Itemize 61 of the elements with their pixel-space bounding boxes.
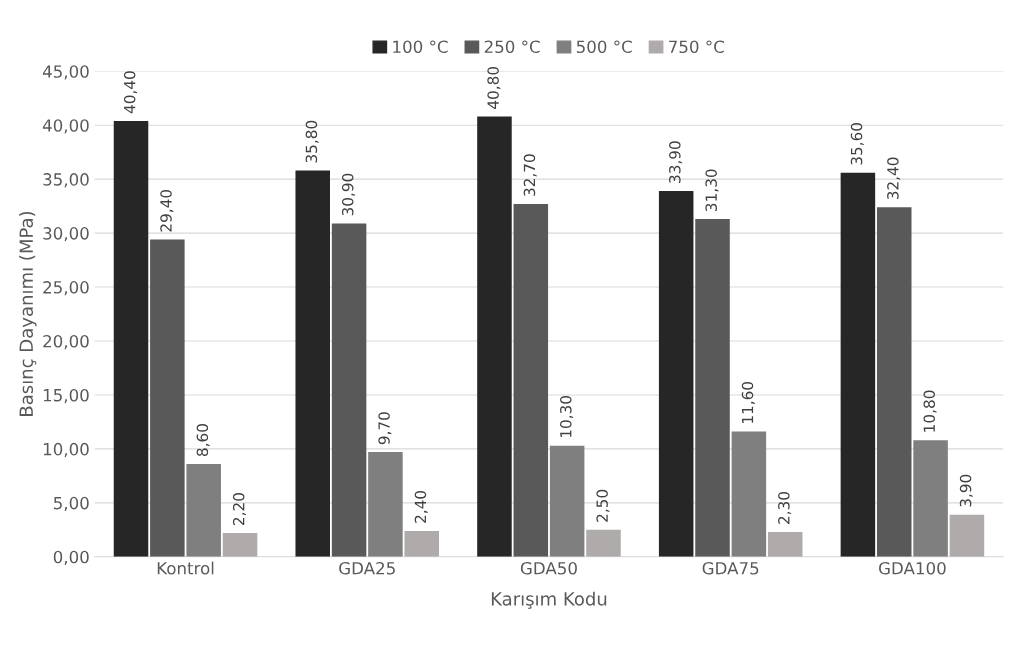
bar [949, 514, 985, 557]
bar [695, 219, 730, 557]
bar [549, 445, 585, 557]
data-label: 29,40 [160, 189, 174, 232]
data-label: 3,90 [959, 474, 973, 507]
x-tick-label: GDA100 [879, 561, 946, 575]
bar [186, 463, 221, 557]
data-label: 35,80 [305, 120, 319, 163]
data-label: 31,30 [705, 169, 719, 211]
bar [150, 239, 185, 557]
y-tick-label: 0,00 [53, 550, 89, 566]
data-label: 40,80 [487, 66, 501, 109]
data-label: 2,20 [232, 493, 247, 525]
x-tick-label: GDA75 [702, 561, 759, 575]
bar [222, 533, 258, 557]
legend-label: 250 °C [484, 40, 540, 54]
bar [658, 191, 694, 557]
bar [876, 207, 912, 557]
data-label: 40,40 [123, 71, 137, 114]
y-axis-title: Basınç Dayanımı (MPa) [19, 211, 37, 416]
data-label: 8,60 [196, 424, 210, 457]
bar [368, 452, 403, 557]
y-tick-label: 30,00 [43, 227, 89, 242]
data-label: 11,60 [741, 381, 755, 423]
legend-label: 100 °C [393, 40, 448, 54]
bar [840, 172, 876, 557]
data-label: 2,50 [596, 489, 610, 522]
y-tick-label: 15,00 [43, 388, 89, 404]
bar [767, 531, 803, 557]
bar [404, 530, 440, 557]
bar [513, 203, 549, 557]
data-label: 10,80 [923, 390, 937, 432]
x-axis-title: Karışım Kodu [491, 591, 607, 609]
data-label: 32,70 [523, 154, 537, 196]
data-label: 10,30 [560, 395, 574, 438]
y-tick-label: 35,00 [43, 173, 89, 188]
bar [586, 529, 621, 557]
y-tick-label: 40,00 [42, 119, 89, 134]
data-label: 35,60 [850, 123, 864, 165]
data-label: 2,40 [414, 490, 428, 523]
legend-label: 750 °C [669, 40, 724, 54]
bar [331, 223, 367, 557]
x-tick-label: Kontrol [157, 561, 214, 575]
bar [913, 440, 948, 557]
y-tick-label: 20,00 [43, 334, 89, 350]
bar [295, 170, 330, 557]
legend-label: 500 °C [576, 40, 632, 54]
bar [113, 120, 149, 557]
data-label: 33,90 [669, 141, 683, 183]
y-tick-label: 10,00 [43, 442, 89, 458]
y-tick-label: 45,00 [42, 65, 89, 80]
y-tick-label: 25,00 [43, 281, 89, 296]
bar [477, 116, 512, 557]
bar [731, 431, 767, 557]
y-tick-label: 5,00 [53, 496, 89, 512]
data-label: 9,70 [378, 412, 392, 445]
data-label: 32,40 [887, 157, 901, 200]
data-label: 2,30 [778, 492, 792, 524]
data-label: 30,90 [341, 173, 356, 216]
x-tick-label: GDA50 [520, 561, 577, 575]
x-tick-label: GDA25 [339, 561, 395, 575]
